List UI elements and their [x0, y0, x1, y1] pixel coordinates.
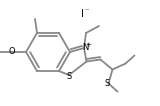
Text: ⁻: ⁻ [85, 6, 89, 15]
Text: O: O [9, 47, 15, 56]
Text: S: S [66, 72, 72, 81]
Text: +: + [85, 42, 91, 48]
Text: N: N [82, 43, 88, 52]
Text: S: S [105, 79, 110, 88]
Text: I: I [81, 9, 83, 19]
